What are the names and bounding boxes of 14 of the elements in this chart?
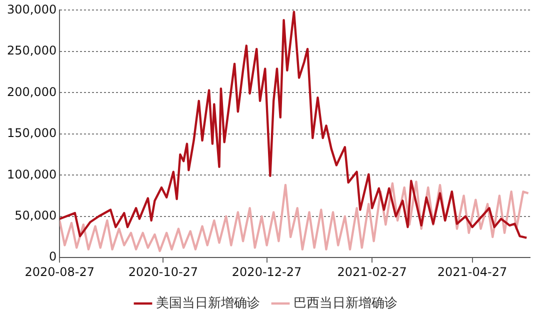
x-tick-label: 2021-02-27 — [337, 264, 407, 279]
x-tick-label: 2020-12-27 — [232, 264, 302, 279]
y-tick-label: 100,000 — [7, 167, 57, 182]
y-tick-label: 300,000 — [7, 2, 57, 16]
x-tick-label: 2020-08-27 — [24, 264, 94, 279]
legend-label: 美国当日新增确诊 — [156, 294, 260, 311]
y-tick-label: 50,000 — [14, 208, 57, 222]
x-tick-label: 2021-04-27 — [437, 264, 508, 279]
y-tick-label: 0 — [48, 250, 57, 264]
legend-label: 巴西当日新增确诊 — [294, 296, 398, 311]
y-tick-label: 250,000 — [7, 44, 57, 58]
x-tick-label: 2020-10-27 — [128, 264, 198, 279]
y-tick-label: 150,000 — [7, 126, 57, 140]
y-tick-label: 200,000 — [7, 84, 57, 99]
